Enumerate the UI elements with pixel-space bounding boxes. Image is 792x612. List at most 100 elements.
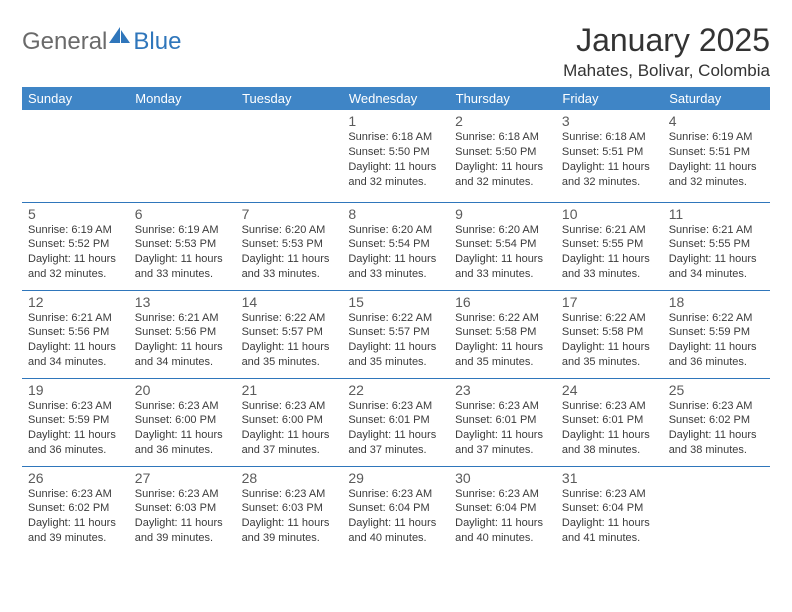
day-number: 27 (135, 470, 230, 486)
day-info: Sunrise: 6:23 AMSunset: 6:00 PMDaylight:… (242, 399, 337, 458)
calendar-day-cell: 20Sunrise: 6:23 AMSunset: 6:00 PMDayligh… (129, 378, 236, 466)
sunrise-line: Sunrise: 6:21 AM (669, 223, 764, 238)
calendar-day-cell: 9Sunrise: 6:20 AMSunset: 5:54 PMDaylight… (449, 202, 556, 290)
sunset-line: Sunset: 5:58 PM (455, 325, 550, 340)
sunset-line: Sunset: 5:50 PM (348, 145, 443, 160)
day-info: Sunrise: 6:23 AMSunset: 6:01 PMDaylight:… (562, 399, 657, 458)
day-info: Sunrise: 6:23 AMSunset: 6:03 PMDaylight:… (242, 487, 337, 546)
day-info: Sunrise: 6:23 AMSunset: 6:04 PMDaylight:… (348, 487, 443, 546)
weekday-header: Thursday (449, 87, 556, 110)
calendar-week-row: 12Sunrise: 6:21 AMSunset: 5:56 PMDayligh… (22, 290, 770, 378)
day-number: 5 (28, 206, 123, 222)
day-number: 12 (28, 294, 123, 310)
day-number: 21 (242, 382, 337, 398)
sunset-line: Sunset: 5:53 PM (135, 237, 230, 252)
calendar-day-cell: 30Sunrise: 6:23 AMSunset: 6:04 PMDayligh… (449, 466, 556, 554)
day-info: Sunrise: 6:18 AMSunset: 5:51 PMDaylight:… (562, 130, 657, 189)
calendar-day-cell: 17Sunrise: 6:22 AMSunset: 5:58 PMDayligh… (556, 290, 663, 378)
sunset-line: Sunset: 6:04 PM (348, 501, 443, 516)
sunset-line: Sunset: 6:03 PM (242, 501, 337, 516)
sunrise-line: Sunrise: 6:20 AM (348, 223, 443, 238)
daylight-line: Daylight: 11 hours and 35 minutes. (348, 340, 443, 370)
daylight-line: Daylight: 11 hours and 35 minutes. (242, 340, 337, 370)
sunset-line: Sunset: 5:57 PM (348, 325, 443, 340)
weekday-header: Sunday (22, 87, 129, 110)
day-number: 30 (455, 470, 550, 486)
day-info: Sunrise: 6:18 AMSunset: 5:50 PMDaylight:… (348, 130, 443, 189)
day-number: 9 (455, 206, 550, 222)
daylight-line: Daylight: 11 hours and 38 minutes. (669, 428, 764, 458)
sunrise-line: Sunrise: 6:18 AM (562, 130, 657, 145)
weekday-header: Monday (129, 87, 236, 110)
sunrise-line: Sunrise: 6:18 AM (455, 130, 550, 145)
daylight-line: Daylight: 11 hours and 40 minutes. (455, 516, 550, 546)
sunset-line: Sunset: 5:55 PM (562, 237, 657, 252)
day-number: 1 (348, 113, 443, 129)
day-info: Sunrise: 6:21 AMSunset: 5:55 PMDaylight:… (669, 223, 764, 282)
day-number: 26 (28, 470, 123, 486)
day-info: Sunrise: 6:23 AMSunset: 6:02 PMDaylight:… (28, 487, 123, 546)
day-info: Sunrise: 6:21 AMSunset: 5:56 PMDaylight:… (135, 311, 230, 370)
daylight-line: Daylight: 11 hours and 32 minutes. (348, 160, 443, 190)
sunrise-line: Sunrise: 6:23 AM (28, 399, 123, 414)
sunrise-line: Sunrise: 6:21 AM (135, 311, 230, 326)
calendar-day-cell: 1Sunrise: 6:18 AMSunset: 5:50 PMDaylight… (342, 110, 449, 202)
calendar-day-cell: 4Sunrise: 6:19 AMSunset: 5:51 PMDaylight… (663, 110, 770, 202)
sunset-line: Sunset: 5:53 PM (242, 237, 337, 252)
daylight-line: Daylight: 11 hours and 39 minutes. (28, 516, 123, 546)
logo-sail-icon (109, 27, 131, 50)
daylight-line: Daylight: 11 hours and 40 minutes. (348, 516, 443, 546)
sunset-line: Sunset: 5:56 PM (28, 325, 123, 340)
day-number: 29 (348, 470, 443, 486)
calendar-day-cell: 10Sunrise: 6:21 AMSunset: 5:55 PMDayligh… (556, 202, 663, 290)
day-info: Sunrise: 6:21 AMSunset: 5:56 PMDaylight:… (28, 311, 123, 370)
calendar-day-cell: 19Sunrise: 6:23 AMSunset: 5:59 PMDayligh… (22, 378, 129, 466)
calendar-day-cell: 27Sunrise: 6:23 AMSunset: 6:03 PMDayligh… (129, 466, 236, 554)
calendar-day-cell: 25Sunrise: 6:23 AMSunset: 6:02 PMDayligh… (663, 378, 770, 466)
day-number: 18 (669, 294, 764, 310)
sunrise-line: Sunrise: 6:23 AM (348, 487, 443, 502)
daylight-line: Daylight: 11 hours and 36 minutes. (135, 428, 230, 458)
daylight-line: Daylight: 11 hours and 38 minutes. (562, 428, 657, 458)
daylight-line: Daylight: 11 hours and 35 minutes. (562, 340, 657, 370)
calendar-day-cell: 29Sunrise: 6:23 AMSunset: 6:04 PMDayligh… (342, 466, 449, 554)
day-number: 6 (135, 206, 230, 222)
sunrise-line: Sunrise: 6:23 AM (242, 487, 337, 502)
calendar-week-row: 26Sunrise: 6:23 AMSunset: 6:02 PMDayligh… (22, 466, 770, 554)
calendar-body: 1Sunrise: 6:18 AMSunset: 5:50 PMDaylight… (22, 110, 770, 554)
sunrise-line: Sunrise: 6:23 AM (669, 399, 764, 414)
sunset-line: Sunset: 5:52 PM (28, 237, 123, 252)
sunset-line: Sunset: 6:01 PM (562, 413, 657, 428)
day-info: Sunrise: 6:23 AMSunset: 6:02 PMDaylight:… (669, 399, 764, 458)
calendar-day-cell: 15Sunrise: 6:22 AMSunset: 5:57 PMDayligh… (342, 290, 449, 378)
daylight-line: Daylight: 11 hours and 32 minutes. (669, 160, 764, 190)
daylight-line: Daylight: 11 hours and 32 minutes. (28, 252, 123, 282)
sunset-line: Sunset: 5:56 PM (135, 325, 230, 340)
calendar-day-cell: 21Sunrise: 6:23 AMSunset: 6:00 PMDayligh… (236, 378, 343, 466)
day-number: 23 (455, 382, 550, 398)
daylight-line: Daylight: 11 hours and 33 minutes. (562, 252, 657, 282)
day-number: 15 (348, 294, 443, 310)
day-number: 16 (455, 294, 550, 310)
sunrise-line: Sunrise: 6:19 AM (669, 130, 764, 145)
daylight-line: Daylight: 11 hours and 37 minutes. (348, 428, 443, 458)
day-info: Sunrise: 6:22 AMSunset: 5:59 PMDaylight:… (669, 311, 764, 370)
calendar-day-cell: 26Sunrise: 6:23 AMSunset: 6:02 PMDayligh… (22, 466, 129, 554)
calendar-day-cell: 28Sunrise: 6:23 AMSunset: 6:03 PMDayligh… (236, 466, 343, 554)
sunrise-line: Sunrise: 6:21 AM (562, 223, 657, 238)
day-info: Sunrise: 6:20 AMSunset: 5:54 PMDaylight:… (348, 223, 443, 282)
sunset-line: Sunset: 6:00 PM (135, 413, 230, 428)
logo-text-general: General (22, 28, 107, 56)
day-info: Sunrise: 6:23 AMSunset: 6:03 PMDaylight:… (135, 487, 230, 546)
day-number: 25 (669, 382, 764, 398)
day-number: 19 (28, 382, 123, 398)
day-info: Sunrise: 6:19 AMSunset: 5:52 PMDaylight:… (28, 223, 123, 282)
logo-text-blue: Blue (133, 28, 181, 56)
calendar-day-cell: 8Sunrise: 6:20 AMSunset: 5:54 PMDaylight… (342, 202, 449, 290)
weekday-header: Wednesday (342, 87, 449, 110)
sunset-line: Sunset: 5:50 PM (455, 145, 550, 160)
daylight-line: Daylight: 11 hours and 39 minutes. (242, 516, 337, 546)
sunrise-line: Sunrise: 6:21 AM (28, 311, 123, 326)
sunset-line: Sunset: 5:58 PM (562, 325, 657, 340)
day-number: 28 (242, 470, 337, 486)
